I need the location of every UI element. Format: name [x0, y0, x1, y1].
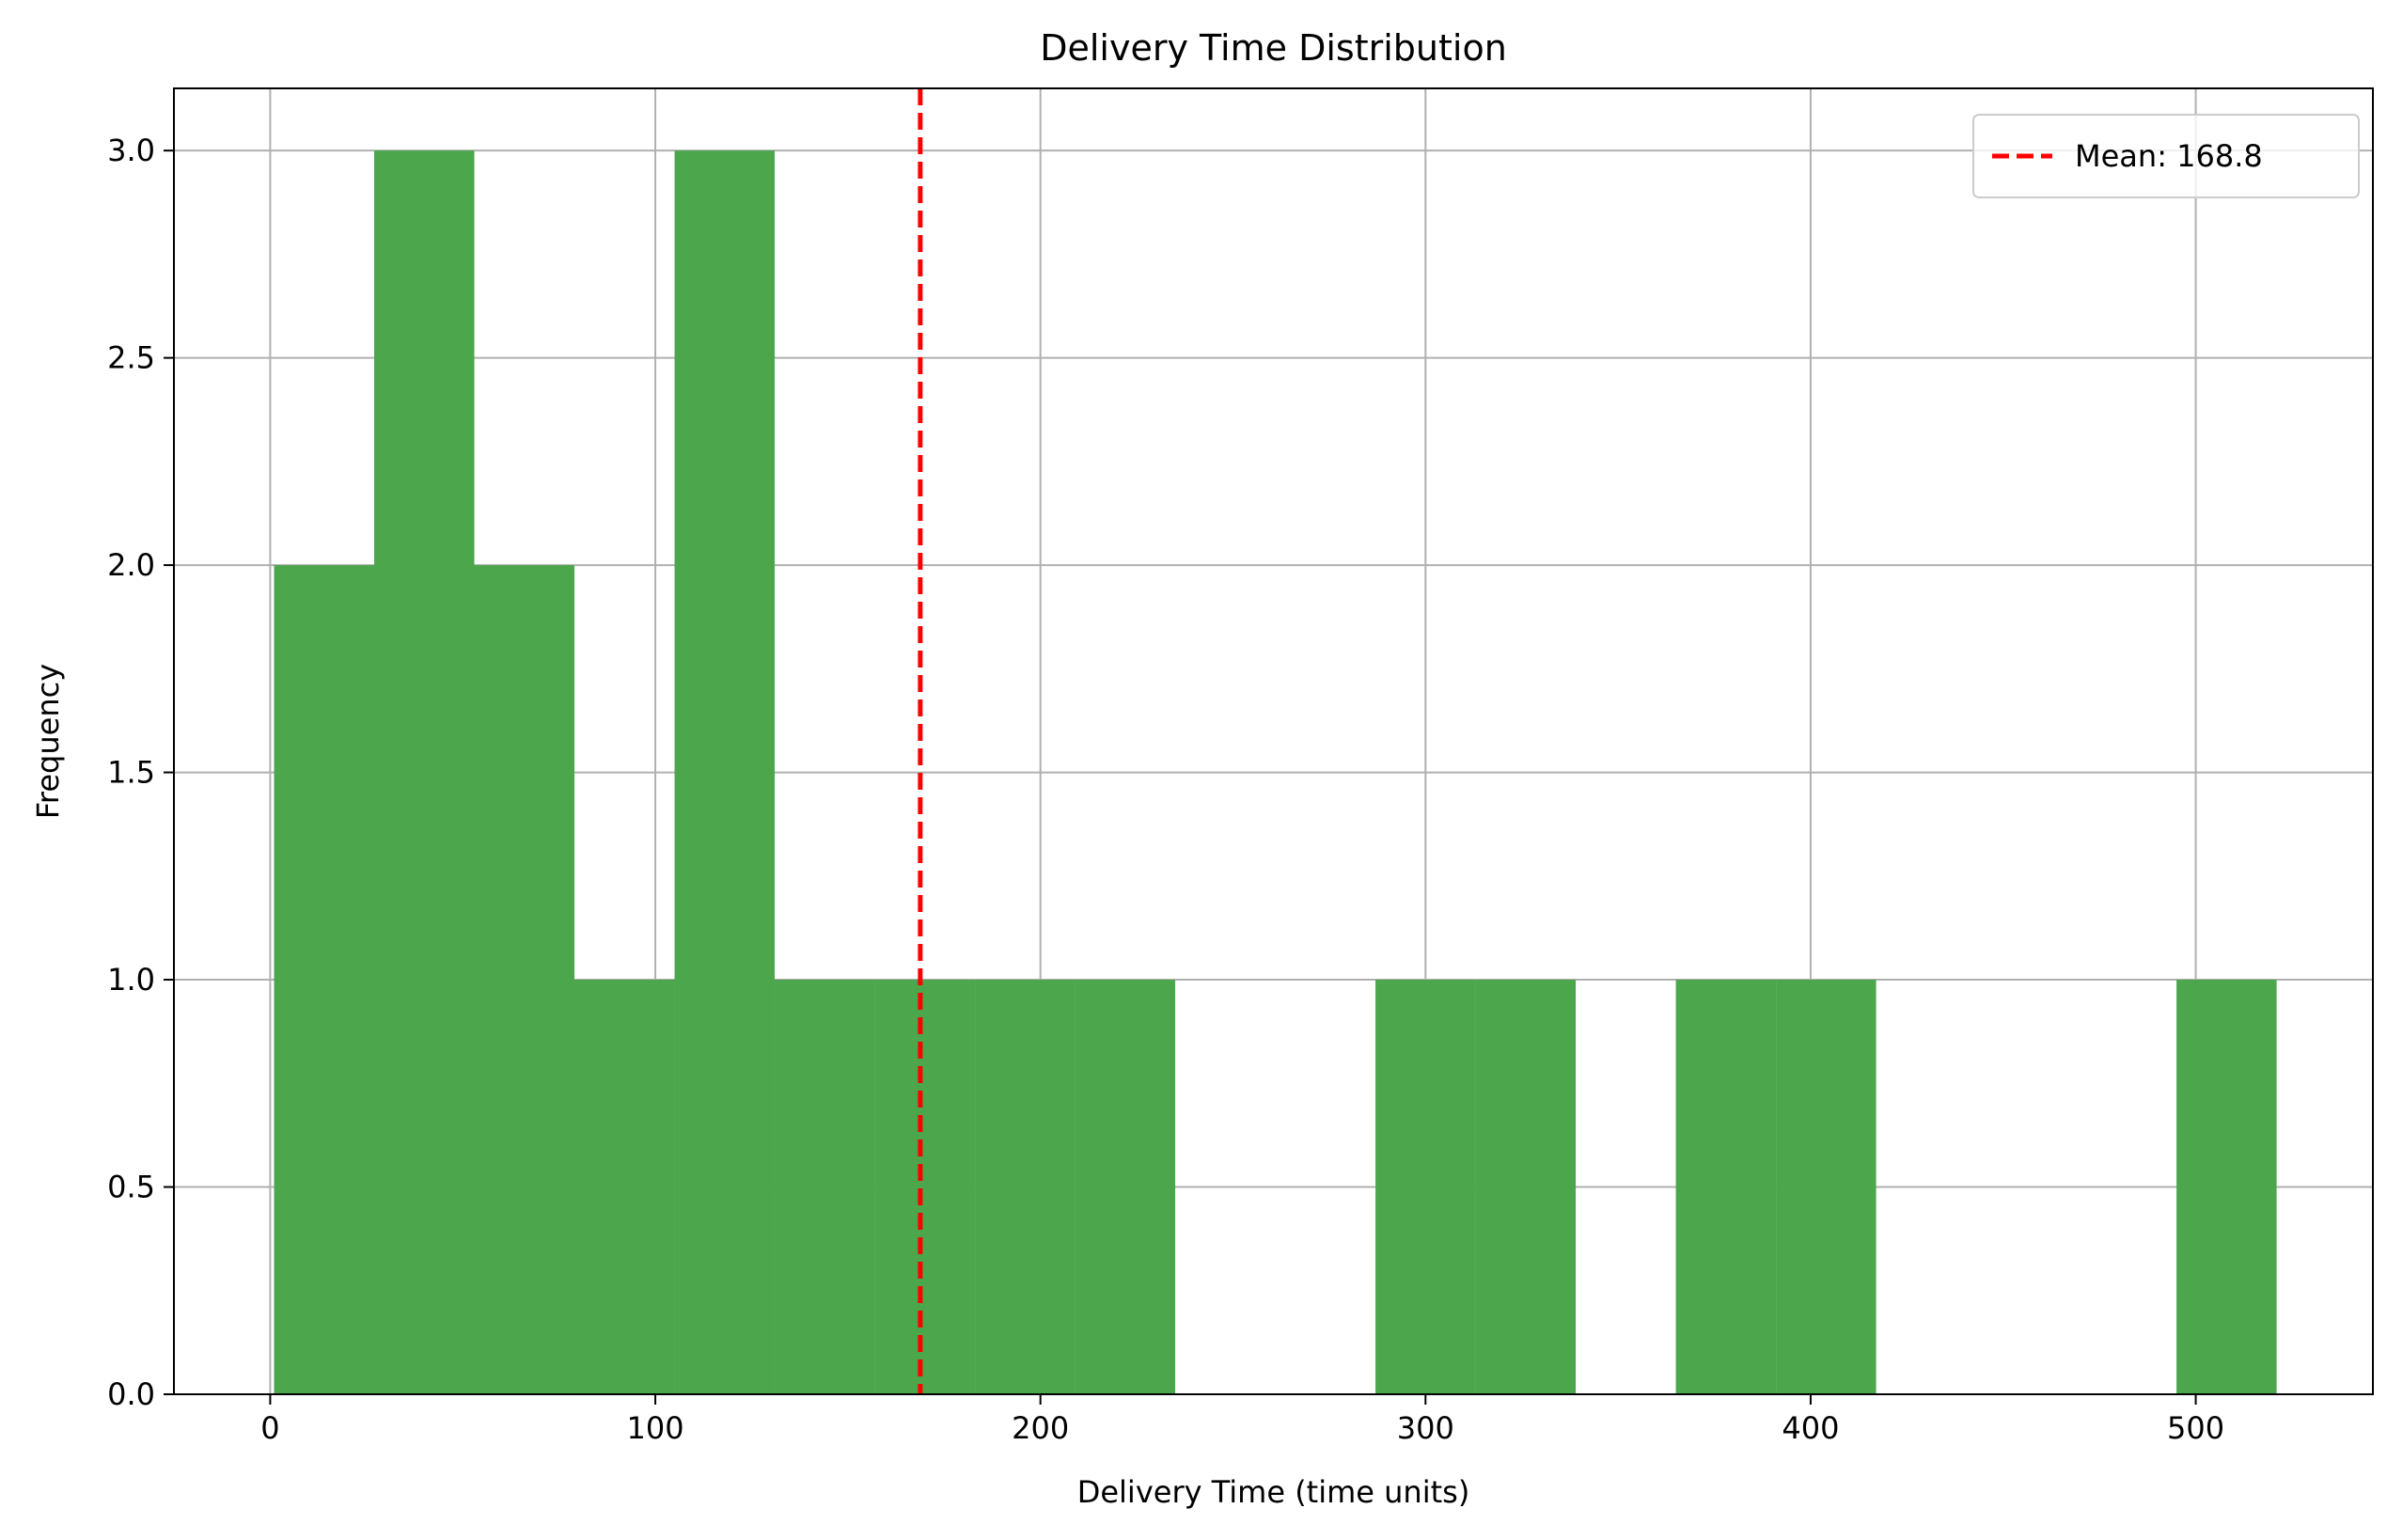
- chart-title: Delivery Time Distribution: [1040, 27, 1507, 69]
- x-tick-label: 200: [1012, 1410, 1069, 1446]
- y-axis-label: Frequency: [30, 664, 66, 819]
- y-tick-label: 0.0: [107, 1376, 155, 1412]
- x-tick-label: 500: [2167, 1410, 2224, 1446]
- x-tick-label: 0: [260, 1410, 279, 1446]
- legend-box: [1972, 114, 2360, 198]
- legend: Mean: 168.8: [1972, 114, 2360, 198]
- histogram-bar: [474, 565, 575, 1394]
- histogram-bar: [1475, 980, 1577, 1394]
- histogram-bar: [2176, 980, 2277, 1394]
- y-tick-label: 2.0: [107, 547, 155, 583]
- x-tick-label: 100: [627, 1410, 684, 1446]
- y-tick-label: 1.5: [107, 755, 155, 791]
- y-tick-label: 1.0: [107, 962, 155, 998]
- histogram-bar: [574, 980, 675, 1394]
- x-axis-label: Delivery Time (time units): [1077, 1474, 1470, 1510]
- histogram-bar: [1675, 980, 1777, 1394]
- bars-layer: [274, 150, 2277, 1395]
- y-tick-label: 2.5: [107, 340, 155, 376]
- y-tick-label: 0.5: [107, 1170, 155, 1205]
- histogram-bar: [274, 565, 375, 1394]
- histogram-bar: [674, 150, 776, 1395]
- histogram-bar: [1375, 980, 1476, 1394]
- plot-frame: [173, 87, 2374, 1395]
- legend-mean-label: Mean: 168.8: [2075, 138, 2263, 174]
- histogram-bar: [975, 980, 1076, 1394]
- histogram-bar: [1075, 980, 1176, 1394]
- histogram-bar: [775, 980, 875, 1394]
- histogram-bar: [1776, 980, 1877, 1394]
- histogram-bar: [874, 980, 976, 1394]
- x-tick-label: 300: [1397, 1410, 1454, 1446]
- x-tick-label: 400: [1782, 1410, 1839, 1446]
- histogram-bar: [374, 150, 475, 1395]
- ticks-layer: 0 100 200 300 400 500 0.0 0.5 1.0 1.5 2.0 2.5 3.0: [107, 133, 2224, 1446]
- y-tick-label: 3.0: [107, 133, 155, 168]
